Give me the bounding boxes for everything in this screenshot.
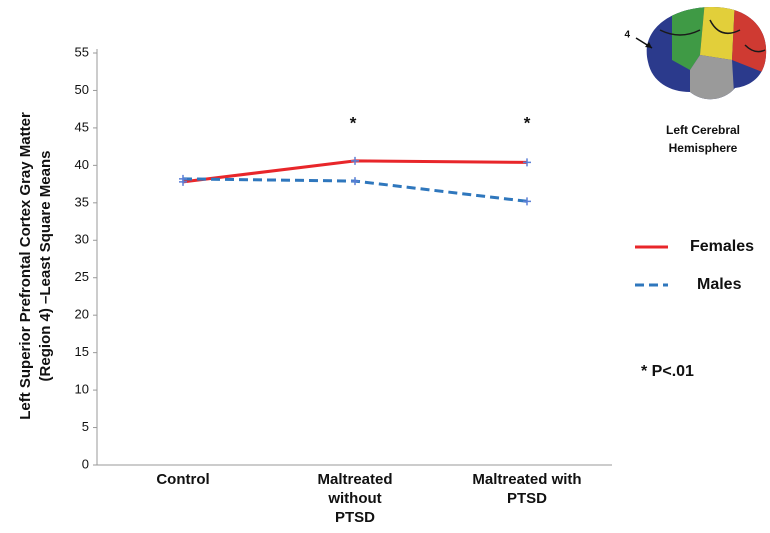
significance-mark: * (524, 113, 531, 132)
region-label: 4 (624, 30, 630, 41)
y-tick-label: 45 (75, 119, 89, 134)
significance-note: * P<.01 (641, 363, 694, 380)
point-marker (351, 157, 359, 165)
brain-caption: Left Cerebral (666, 123, 740, 137)
y-tick-label: 25 (75, 269, 89, 284)
point-marker (523, 158, 531, 166)
x-tick-label: Control (123, 470, 243, 489)
y-tick-label: 55 (75, 44, 89, 59)
y-tick-label: 15 (75, 344, 89, 359)
y-tick-label: 40 (75, 157, 89, 172)
chart: 0 5 10 15 20 25 30 35 40 45 50 55 Left Superior Pref… (0, 0, 770, 533)
y-tick-label: 35 (75, 194, 89, 209)
y-tick-label: 50 (75, 82, 89, 97)
legend-label: Males (697, 276, 742, 293)
legend-label: Females (690, 238, 754, 255)
y-tick-label: 5 (82, 419, 89, 434)
x-tick-label: Maltreated without PTSD (308, 470, 403, 527)
y-tick-label: 20 (75, 307, 89, 322)
point-marker (351, 177, 359, 185)
significance-mark: * (350, 113, 357, 132)
y-tick-label: 10 (75, 382, 89, 397)
brain-caption: Hemisphere (669, 141, 738, 155)
y-tick-label: 30 (75, 232, 89, 247)
y-label: Left Superior Prefrontal Cortex Gray Mat… (17, 112, 54, 420)
x-tick-label: Maltreated with PTSD (457, 470, 597, 508)
page: 0 5 10 15 20 25 30 35 40 45 50 55 Left Superior Pref… (0, 0, 770, 533)
brain-illustration (640, 0, 770, 110)
y-label-line: Left Superior Prefrontal Cortex Gray Mat… (17, 112, 34, 420)
y-tick-label: 0 (82, 456, 89, 471)
point-marker (523, 197, 531, 205)
y-label-line: (Region 4) –Least Square Means (37, 151, 54, 382)
